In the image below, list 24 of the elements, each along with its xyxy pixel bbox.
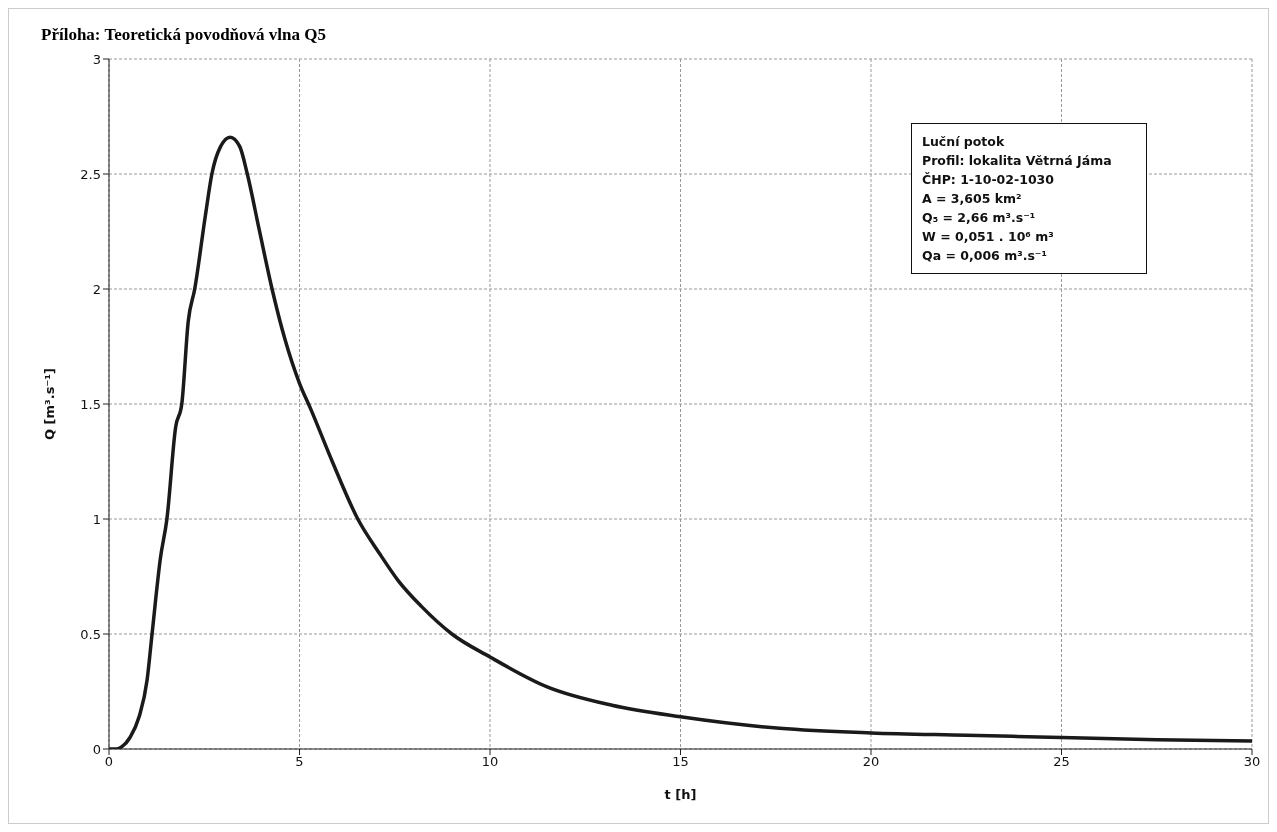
annotation: A = 3,605 km²	[922, 190, 1023, 208]
annotation: Luční potok	[922, 133, 1006, 151]
annotation: Profil: lokalita Větrná Jáma	[922, 152, 1113, 170]
y-tick-label: 0.5	[80, 626, 101, 642]
annotation: Q₅ = 2,66 m³.s⁻¹	[922, 209, 1037, 227]
y-tick-label: 1	[92, 511, 101, 527]
x-tick-label: 0	[104, 754, 114, 770]
x-tick-label: 30	[1243, 754, 1261, 770]
y-tick-label: 2	[92, 281, 101, 297]
annotation: W = 0,051 . 10⁶ m³	[922, 228, 1055, 246]
chart-title: Příloha: Teoretická povodňová vlna Q5	[41, 25, 326, 45]
x-tick-label: 15	[672, 754, 689, 770]
x-axis-title: t [h]	[664, 787, 697, 802]
x-tick-label: 25	[1053, 754, 1070, 770]
y-tick-label: 1.5	[80, 396, 101, 412]
x-tick-label: 5	[295, 754, 304, 770]
y-tick-label: 2.5	[80, 166, 101, 182]
x-tick-label: 10	[481, 754, 499, 770]
x-tick-label: 20	[862, 754, 880, 770]
y-tick-label: 3	[92, 51, 101, 67]
annotation: Qa = 0,006 m³.s⁻¹	[922, 247, 1048, 265]
y-axis-title: Q [m³.s⁻¹]	[41, 368, 57, 440]
annotation: ČHP: 1-10-02-1030	[922, 171, 1055, 189]
y-tick-label: 0	[92, 741, 101, 757]
